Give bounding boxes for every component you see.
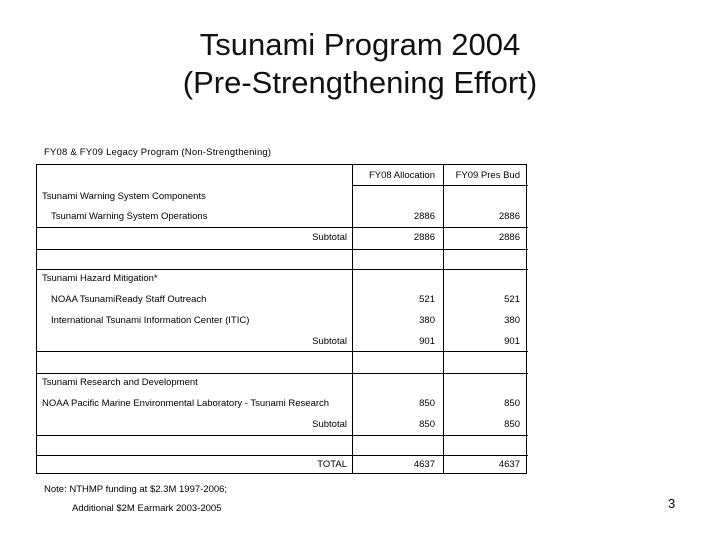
slide-title-line-2: (Pre-Strengthening Effort)	[182, 65, 538, 100]
total-value-fy09: 4637	[498, 459, 520, 470]
row-label: International Tsunami Information Center…	[51, 315, 250, 326]
table-caption: FY08 & FY09 Legacy Program (Non-Strength…	[44, 147, 272, 158]
grid-line-h	[37, 227, 528, 228]
grid-line-h	[37, 249, 528, 250]
funding-table: FY08 Allocation FY09 Pres Bud Tsunami Wa…	[36, 164, 528, 474]
row-label: NOAA Pacific Marine Environmental Labora…	[42, 398, 330, 409]
row-value-fy09: 521	[504, 294, 520, 305]
subtotal-value-fy08: 901	[419, 336, 435, 347]
row-value-fy08: 380	[419, 315, 435, 326]
grid-line-h	[352, 185, 528, 186]
column-header-fy08: FY08 Allocation	[368, 170, 435, 181]
page-number: 3	[668, 496, 676, 511]
subtotal-value-fy09: 850	[504, 419, 520, 430]
row-value-fy08: 2886	[413, 211, 435, 222]
grid-line-h	[37, 373, 528, 374]
subtotal-value-fy08: 850	[419, 419, 435, 430]
grid-line-v	[443, 165, 444, 473]
row-value-fy09: 380	[504, 315, 520, 326]
column-header-fy09: FY09 Pres Bud	[455, 170, 520, 181]
subtotal-value-fy09: 2886	[498, 232, 520, 243]
row-label: NOAA TsunamiReady Staff Outreach	[51, 294, 207, 305]
row-value-fy09: 2886	[498, 211, 520, 222]
footnote-line-1: Note: NTHMP funding at $2.3M 1997-2006;	[44, 484, 228, 495]
slide-title-line-1: Tsunami Program 2004	[199, 27, 521, 62]
row-value-fy08: 850	[419, 398, 435, 409]
subtotal-label: Subtotal	[312, 232, 347, 243]
subtotal-value-fy08: 2886	[413, 232, 435, 243]
row-value-fy08: 521	[419, 294, 435, 305]
grid-line-h	[37, 455, 528, 456]
grid-line-h	[37, 351, 528, 352]
subtotal-label: Subtotal	[312, 336, 347, 347]
subtotal-value-fy09: 901	[504, 336, 520, 347]
section-heading: Tsunami Hazard Mitigation*	[42, 273, 158, 284]
row-label: Tsunami Warning System Operations	[51, 211, 208, 222]
total-label: TOTAL	[317, 459, 347, 470]
grid-line-h	[37, 435, 528, 436]
footnote-line-2: Additional $2M Earmark 2003-2005	[72, 503, 222, 514]
subtotal-label: Subtotal	[312, 419, 347, 430]
grid-line-v	[352, 165, 353, 473]
row-value-fy09: 850	[504, 398, 520, 409]
section-heading: Tsunami Warning System Components	[42, 191, 206, 202]
grid-line-h	[37, 269, 528, 270]
total-value-fy08: 4637	[413, 459, 435, 470]
section-heading: Tsunami Research and Development	[42, 377, 198, 388]
